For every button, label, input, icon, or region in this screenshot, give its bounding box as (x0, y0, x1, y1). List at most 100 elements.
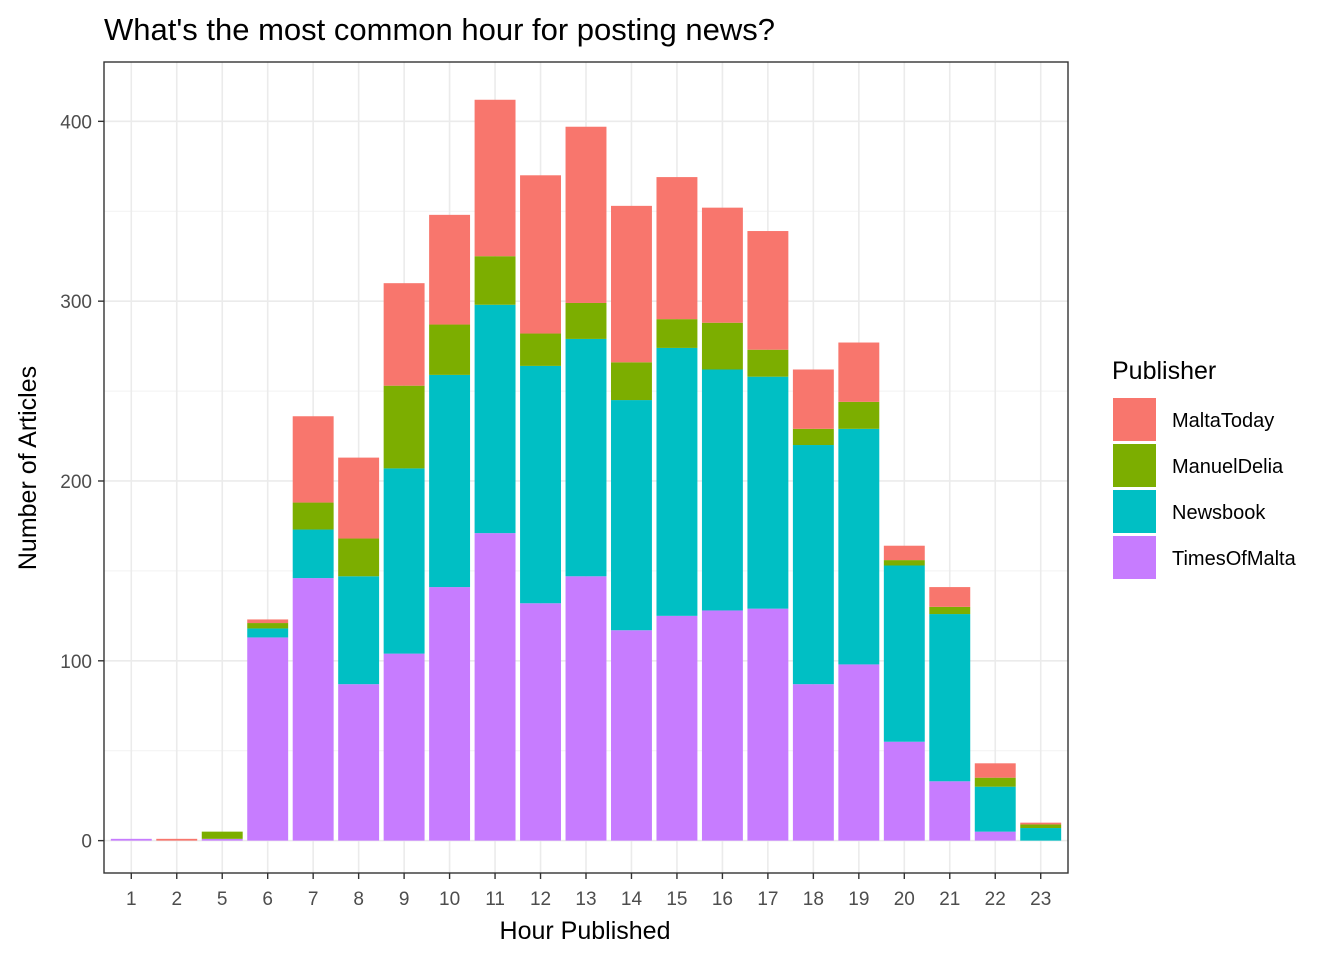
x-tick-label: 10 (439, 889, 460, 910)
bar-segment-manueldelia-hour-20 (883, 560, 925, 566)
y-tick-label: 400 (60, 112, 92, 133)
x-axis: 1 2 5 6 7 8 9 10 11 12 13 14 15 16 17 18 19 20 21 22 23 (126, 873, 1051, 910)
x-tick-label: 22 (985, 889, 1006, 910)
bar-segment-maltatoday-hour-18 (792, 369, 834, 429)
bar-segment-newsbook-hour-23 (1020, 828, 1062, 841)
bar-segment-maltatoday-hour-13 (565, 126, 607, 303)
bar-segment-timesofmalta-hour-13 (565, 576, 607, 841)
bar-segment-timesofmalta-hour-14 (611, 630, 652, 841)
bar-segment-manueldelia-hour-11 (474, 256, 516, 305)
bar-segment-newsbook-hour-18 (792, 445, 834, 685)
bar-segment-newsbook-hour-12 (520, 365, 561, 604)
y-tick-label: 300 (60, 292, 92, 313)
bar-segment-manueldelia-hour-6 (247, 623, 289, 629)
bar-segment-newsbook-hour-14 (611, 400, 652, 631)
bar-segment-manueldelia-hour-23 (1020, 824, 1062, 829)
bar-segment-timesofmalta-hour-18 (792, 684, 834, 841)
x-tick-label: 7 (308, 889, 319, 910)
y-tick-label: 0 (81, 832, 92, 853)
legend-key-maltatoday (1113, 398, 1156, 441)
bar-segment-manueldelia-hour-5 (201, 831, 243, 839)
bar-segment-maltatoday-hour-10 (429, 214, 471, 325)
y-tick-label: 200 (60, 472, 92, 493)
legend-key-timesofmalta (1113, 536, 1156, 579)
x-tick-label: 8 (353, 889, 364, 910)
x-tick-label: 20 (894, 889, 915, 910)
bar-segment-maltatoday-hour-19 (838, 342, 880, 402)
bar-segment-manueldelia-hour-12 (520, 333, 561, 366)
bar-segment-newsbook-hour-9 (383, 468, 425, 654)
y-tick-label: 100 (60, 652, 92, 673)
bar-segment-timesofmalta-hour-17 (747, 608, 789, 841)
legend-label-timesofmalta: TimesOfMalta (1172, 548, 1297, 570)
bar-segment-timesofmalta-hour-9 (383, 653, 425, 841)
legend-key-manueldelia (1113, 444, 1156, 487)
bar-segment-timesofmalta-hour-19 (838, 664, 880, 841)
bar-segment-manueldelia-hour-7 (292, 502, 334, 530)
y-axis-title: Number of Articles (14, 366, 42, 570)
bar-segment-timesofmalta-hour-11 (474, 533, 516, 841)
x-tick-label: 17 (757, 889, 778, 910)
bar-segment-maltatoday-hour-16 (701, 207, 743, 323)
bar-segment-manueldelia-hour-16 (701, 322, 743, 370)
bar-segment-newsbook-hour-8 (338, 576, 380, 685)
x-tick-label: 12 (530, 889, 551, 910)
bar-segment-manueldelia-hour-15 (656, 319, 698, 348)
bar-segment-newsbook-hour-21 (929, 614, 971, 782)
bar-segment-maltatoday-hour-15 (656, 177, 698, 320)
bar-segment-timesofmalta-hour-1 (110, 838, 152, 841)
bar-segment-manueldelia-hour-22 (974, 777, 1016, 787)
x-tick-label: 21 (939, 889, 960, 910)
bar-segment-manueldelia-hour-14 (611, 362, 652, 401)
x-tick-label: 1 (126, 889, 137, 910)
bar-segment-newsbook-hour-13 (565, 338, 607, 577)
x-tick-label: 9 (399, 889, 410, 910)
bar-segment-maltatoday-hour-6 (247, 619, 289, 624)
x-tick-label: 19 (848, 889, 869, 910)
bar-segment-newsbook-hour-6 (247, 628, 289, 638)
x-tick-label: 18 (803, 889, 824, 910)
bar-segment-timesofmalta-hour-6 (247, 637, 289, 841)
bars (110, 99, 1062, 841)
bar-segment-maltatoday-hour-17 (747, 231, 789, 350)
x-tick-label: 23 (1030, 889, 1051, 910)
x-tick-label: 13 (575, 889, 596, 910)
bar-segment-newsbook-hour-22 (974, 786, 1016, 832)
x-tick-label: 6 (262, 889, 273, 910)
bar-segment-timesofmalta-hour-15 (656, 615, 698, 841)
legend-key-newsbook (1113, 490, 1156, 533)
bar-segment-manueldelia-hour-18 (792, 428, 834, 446)
bar-segment-maltatoday-hour-23 (1020, 822, 1062, 825)
bar-segment-timesofmalta-hour-12 (520, 603, 561, 841)
bar-segment-timesofmalta-hour-20 (883, 741, 925, 841)
bar-segment-newsbook-hour-19 (838, 428, 880, 665)
bar-segment-timesofmalta-hour-5 (201, 838, 243, 841)
bar-segment-manueldelia-hour-10 (429, 324, 471, 375)
x-tick-label: 16 (712, 889, 733, 910)
bar-segment-newsbook-hour-11 (474, 304, 516, 534)
bar-segment-newsbook-hour-7 (292, 529, 334, 579)
bar-segment-maltatoday-hour-9 (383, 283, 425, 386)
bar-segment-maltatoday-hour-7 (292, 416, 334, 503)
bar-segment-newsbook-hour-10 (429, 374, 471, 588)
bar-segment-timesofmalta-hour-10 (429, 587, 471, 841)
bar-segment-newsbook-hour-17 (747, 376, 789, 609)
bar-segment-maltatoday-hour-21 (929, 587, 971, 607)
bar-segment-maltatoday-hour-2 (156, 838, 198, 841)
bar-segment-manueldelia-hour-21 (929, 606, 971, 615)
x-tick-label: 11 (485, 889, 505, 910)
bar-segment-newsbook-hour-16 (701, 369, 743, 611)
bar-segment-maltatoday-hour-14 (611, 205, 652, 363)
bar-segment-maltatoday-hour-20 (883, 545, 925, 561)
bar-segment-maltatoday-hour-12 (520, 175, 561, 334)
bar-segment-timesofmalta-hour-7 (292, 578, 334, 841)
y-axis: 0 100 200 300 400 (60, 112, 104, 853)
chart-title: What's the most common hour for posting … (104, 12, 775, 47)
legend-title: Publisher (1112, 357, 1216, 385)
bar-segment-manueldelia-hour-19 (838, 401, 880, 429)
x-tick-label: 15 (666, 889, 687, 910)
bar-segment-timesofmalta-hour-21 (929, 781, 971, 841)
bar-segment-timesofmalta-hour-16 (701, 610, 743, 841)
bar-segment-timesofmalta-hour-8 (338, 684, 380, 841)
